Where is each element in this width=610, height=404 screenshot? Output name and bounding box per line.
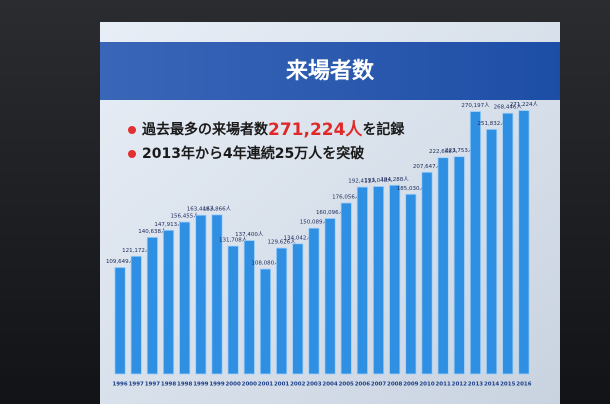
bar	[292, 243, 304, 375]
bar	[243, 240, 255, 375]
bar	[259, 268, 272, 375]
value-label: 207,647人	[413, 163, 442, 170]
x-tick-label: 1998	[177, 382, 192, 388]
value-label: 268,446人	[494, 104, 523, 111]
value-label: 140,638人	[138, 228, 167, 235]
bullet-text: を記録	[362, 121, 405, 138]
bar	[356, 186, 368, 375]
value-label: 129,626人	[267, 239, 296, 246]
x-tick-label: 2012	[452, 382, 467, 388]
x-tick-label: 1999	[193, 382, 208, 388]
value-label: 223,753人	[445, 147, 474, 154]
x-tick-label: 2016	[516, 382, 531, 388]
x-tick-label: 2000	[225, 382, 240, 388]
value-label: 194,288人	[381, 176, 410, 183]
bar	[308, 227, 320, 375]
bullet-highlight: 271,224人	[268, 120, 363, 140]
bar	[453, 156, 465, 375]
bar	[130, 255, 142, 375]
bar	[195, 214, 207, 375]
bar	[179, 221, 191, 375]
bar	[227, 245, 239, 375]
value-label: 156,455人	[171, 213, 200, 220]
value-label: 163,866人	[203, 205, 232, 212]
value-label: 134,042人	[284, 234, 313, 241]
value-label: 251,832人	[477, 120, 506, 127]
bar	[340, 202, 352, 375]
x-tick-label: 2010	[419, 382, 434, 388]
bar	[324, 218, 336, 375]
bullet-dot	[128, 126, 136, 134]
value-label: 150,089人	[300, 219, 329, 226]
x-tick-label: 2002	[290, 382, 305, 388]
x-tick-label: 2013	[468, 382, 483, 388]
bar	[486, 128, 498, 375]
bar	[389, 184, 401, 375]
bar	[421, 171, 433, 375]
x-tick-label: 2001	[274, 382, 289, 388]
bar	[372, 186, 385, 375]
bar	[114, 267, 126, 375]
bullet-dot	[128, 150, 136, 158]
x-tick-label: 2003	[306, 382, 321, 388]
bar	[211, 214, 223, 375]
bullet-text: 2013年から4年連続25万人を突破	[142, 145, 364, 162]
x-tick-label: 2009	[403, 382, 418, 388]
x-tick-label: 1996	[112, 382, 127, 388]
bullet: 過去最多の来場者数271,224人を記録	[141, 120, 405, 140]
x-tick-label: 2001	[258, 382, 273, 388]
value-label: 271,224人	[510, 101, 539, 108]
value-label: 131,708人	[219, 237, 248, 244]
value-label: 121,172人	[122, 247, 151, 254]
value-label: 147,913人	[154, 221, 183, 228]
x-tick-label: 1997	[129, 382, 144, 388]
value-label: 176,056人	[332, 193, 361, 200]
bar	[146, 236, 158, 375]
x-tick-label: 2000	[242, 382, 257, 388]
bar	[276, 247, 288, 375]
value-label: 108,080人	[251, 260, 280, 267]
value-label: 160,096人	[316, 209, 345, 216]
value-label: 193,040人	[364, 177, 393, 184]
value-label: 163,448人	[187, 206, 216, 213]
x-tick-label: 2011	[435, 382, 450, 388]
bullet-text: 過去最多の来場者数	[141, 121, 269, 138]
x-tick-label: 2008	[387, 382, 402, 388]
bar	[437, 157, 449, 375]
x-tick-label: 1998	[161, 382, 176, 388]
value-label: 185,030人	[397, 185, 426, 192]
value-label: 192,411人	[348, 178, 377, 185]
value-label: 137,400人	[235, 231, 264, 238]
bar	[518, 110, 530, 375]
x-tick-label: 2007	[371, 382, 386, 388]
x-tick-label: 2006	[355, 382, 370, 388]
x-tick-label: 1997	[145, 382, 160, 388]
bar	[405, 193, 417, 375]
value-label: 270,197人	[461, 102, 490, 109]
x-tick-label: 1999	[209, 382, 224, 388]
chart-title: 来場者数	[285, 58, 375, 84]
x-tick-label: 2005	[339, 382, 354, 388]
value-label: 222,668人	[429, 148, 458, 155]
value-label: 109,649人	[106, 258, 135, 265]
bar	[162, 229, 175, 375]
bar	[469, 111, 482, 375]
bar	[502, 112, 514, 375]
x-tick-label: 2014	[484, 382, 499, 388]
x-tick-label: 2015	[500, 382, 515, 388]
x-tick-label: 2004	[322, 382, 337, 388]
header-band	[100, 42, 560, 100]
bullet: 2013年から4年連続25万人を突破	[142, 145, 364, 162]
